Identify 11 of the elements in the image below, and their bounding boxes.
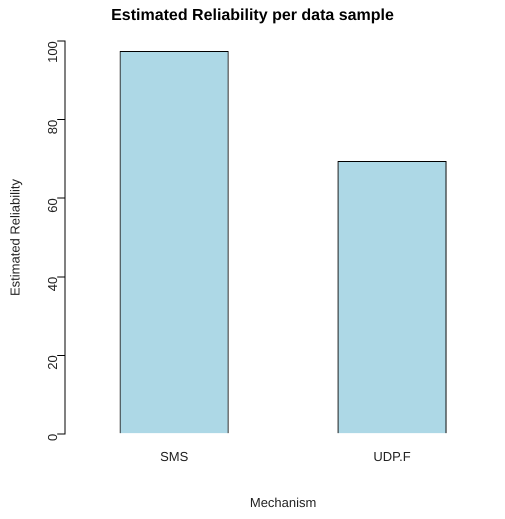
x-tick-label: UDP.F [373,449,411,464]
y-tick-label: 100 [44,41,60,63]
y-tick-label: 0 [44,434,60,442]
y-tick-label: 40 [44,276,60,292]
chart-title: Estimated Reliability per data sample [111,7,394,24]
y-tick-label: 20 [44,355,60,370]
x-tick-label: SMS [160,449,189,464]
y-tick-label: 60 [44,198,60,213]
y-axis-title: Estimated Reliability [7,178,22,296]
x-axis-title: Mechanism [250,494,316,510]
y-tick-label: 80 [44,120,60,134]
